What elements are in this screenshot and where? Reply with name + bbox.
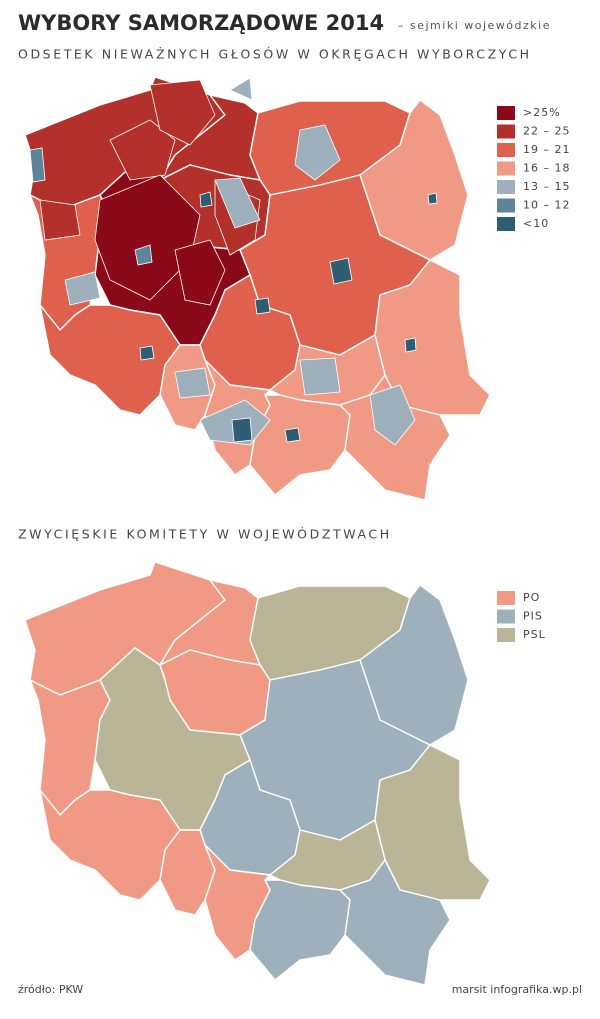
legend-swatch <box>497 180 515 194</box>
district <box>231 417 253 443</box>
district <box>254 297 271 315</box>
legend-label: PO <box>523 591 540 604</box>
district <box>284 427 301 443</box>
region <box>339 859 451 986</box>
legend-label: PSL <box>523 628 546 641</box>
legend-label: 10 – 12 <box>523 199 571 212</box>
legend-swatch <box>497 106 515 120</box>
legend-label: 19 – 21 <box>523 143 571 156</box>
legend-label: <10 <box>523 217 549 230</box>
credit: marsit infografika.wp.pl <box>452 983 582 996</box>
source: źródło: PKW <box>18 983 83 996</box>
district <box>134 244 153 266</box>
legend-swatch <box>497 161 515 176</box>
invalid-votes-map <box>24 76 491 501</box>
map-heading: ODSETEK NIEWAŻNYCH GŁOSÓW W OKRĘGACH WYB… <box>18 47 532 62</box>
district <box>329 257 353 285</box>
district <box>149 79 216 146</box>
legend-label: PIS <box>523 610 543 623</box>
map-heading: ZWYCIĘSKIE KOMITETY W WOJEWÓDZTWACH <box>18 527 392 542</box>
legend-swatch <box>497 609 515 624</box>
subtitle: – sejmiki wojewódzkie <box>398 19 551 32</box>
district <box>174 239 226 306</box>
legend-swatch <box>497 124 515 139</box>
legend-label: >25% <box>523 106 561 119</box>
legend-swatch <box>497 143 515 157</box>
district <box>214 177 261 229</box>
legend: PO PIS PSL <box>497 591 546 642</box>
legend-swatch <box>497 591 515 605</box>
district <box>299 357 341 396</box>
legend-swatch <box>497 628 515 642</box>
district <box>29 147 46 183</box>
district <box>427 192 438 205</box>
district <box>109 119 176 181</box>
district <box>174 367 211 399</box>
winners-map <box>24 561 491 986</box>
district <box>39 199 81 241</box>
title: WYBORY SAMORZĄDOWE 2014 <box>18 11 384 35</box>
district <box>294 124 341 181</box>
region <box>359 584 469 746</box>
legend-swatch <box>497 198 515 213</box>
district <box>404 337 417 353</box>
legend-label: 22 – 25 <box>523 125 571 138</box>
region <box>249 879 351 981</box>
district <box>199 191 213 208</box>
district <box>369 384 416 446</box>
legend-label: 13 – 15 <box>523 180 571 193</box>
district <box>64 271 101 306</box>
district <box>94 174 201 301</box>
district <box>229 77 253 101</box>
district <box>139 345 155 361</box>
legend-swatch <box>497 217 515 231</box>
legend: >25% 22 – 25 19 – 21 16 – 18 13 – 15 10 – 12 <… <box>497 106 571 231</box>
region <box>359 99 469 261</box>
legend-label: 16 – 18 <box>523 162 571 175</box>
